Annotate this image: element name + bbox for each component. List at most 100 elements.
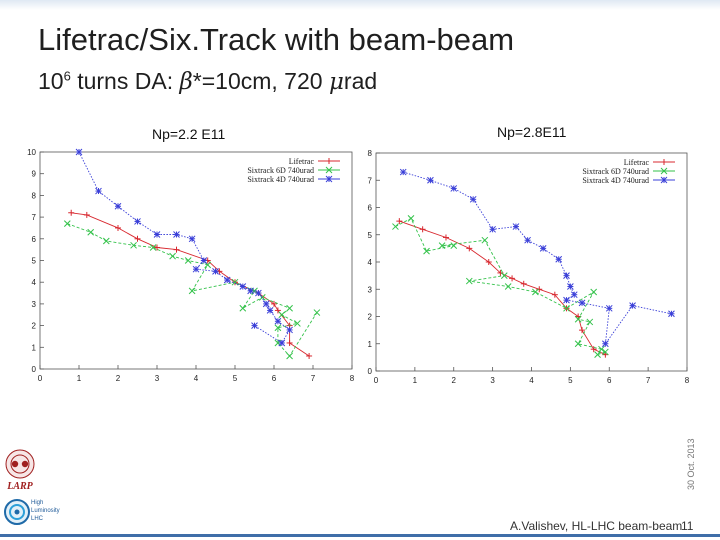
- left-series-point-sixtrack-4d-740urad-12: [247, 287, 254, 295]
- left-y-tick-label-9: 9: [32, 170, 37, 179]
- right-legend-marker-lifetrac: [661, 159, 667, 165]
- right-x-tick-label-0: 0: [374, 376, 379, 383]
- right-series-point-sixtrack-6d-740urad-10: [563, 304, 570, 312]
- left-y-tick-label-1: 1: [32, 343, 37, 352]
- right-y-tick-label-1: 1: [368, 340, 373, 349]
- left-x-tick-label-1: 1: [77, 374, 82, 383]
- right-series-point-lifetrac-3: [466, 245, 473, 252]
- right-series-point-lifetrac-9: [551, 291, 558, 298]
- beta-symbol: β: [179, 69, 193, 95]
- mu-symbol: μ: [328, 69, 344, 95]
- left-series-point-lifetrac-14: [306, 352, 313, 359]
- page-number: 11: [681, 519, 694, 533]
- left-series-point-sixtrack-6d-740urad-13: [286, 304, 293, 312]
- right-legend-marker-sixtrack-4d-740urad: [660, 176, 668, 184]
- left-series-point-sixtrack-4d-740urad-11: [239, 283, 247, 290]
- right-y-tick-label-7: 7: [368, 176, 373, 185]
- right-series-point-lifetrac-1: [419, 226, 426, 233]
- right-series-line-sixtrack-6d-740urad: [395, 217, 606, 356]
- left-series-point-sixtrack-6d-740urad-8: [188, 287, 196, 295]
- right-x-tick-label-7: 7: [646, 376, 651, 383]
- right-series-point-sixtrack-4d-740urad-10: [567, 283, 574, 290]
- right-series-point-sixtrack-6d-740urad-14: [574, 340, 582, 348]
- right-series-point-lifetrac-14: [602, 351, 609, 358]
- hl-logo-line3: LHC: [31, 516, 44, 522]
- right-y-tick-label-8: 8: [368, 149, 373, 158]
- left-legend-label-sixtrack-6d-740urad: Sixtrack 6D 740urad: [247, 166, 314, 175]
- right-series-point-sixtrack-4d-740urad-5: [512, 223, 520, 230]
- left-series-point-sixtrack-6d-740urad-9: [231, 278, 239, 286]
- left-plot-title: Np=2.2 E11: [152, 126, 226, 142]
- right-series-point-lifetrac-6: [509, 275, 516, 282]
- left-series-point-sixtrack-6d-740urad-5: [169, 252, 176, 260]
- right-legend-marker-sixtrack-6d-740urad: [660, 167, 668, 175]
- subtitle-exponent: 6: [63, 68, 71, 84]
- right-y-tick-label-3: 3: [368, 285, 373, 294]
- left-series-point-lifetrac-3: [134, 235, 141, 242]
- left-x-tick-label-2: 2: [116, 374, 121, 383]
- left-series-point-sixtrack-4d-740urad-16: [274, 317, 282, 325]
- right-y-tick-label-0: 0: [368, 367, 373, 376]
- right-series-point-sixtrack-4d-740urad-12: [563, 296, 570, 304]
- right-x-tick-label-4: 4: [529, 376, 534, 383]
- left-x-tick-label-4: 4: [194, 374, 199, 383]
- right-legend-label-sixtrack-4d-740urad: Sixtrack 4D 740urad: [582, 176, 649, 185]
- left-series-point-sixtrack-6d-740urad-14: [278, 311, 286, 319]
- right-series-point-sixtrack-6d-740urad-11: [590, 288, 598, 296]
- left-series-point-sixtrack-6d-740urad-1: [87, 228, 95, 236]
- right-series-point-sixtrack-6d-740urad-6: [500, 272, 508, 279]
- left-x-tick-label-3: 3: [155, 374, 160, 383]
- right-series-point-sixtrack-4d-740urad-2: [450, 185, 458, 192]
- left-series-point-sixtrack-6d-740urad-15: [294, 320, 301, 327]
- right-series-point-sixtrack-4d-740urad-4: [489, 225, 496, 233]
- left-legend-label-lifetrac: Lifetrac: [289, 157, 315, 166]
- left-series-point-sixtrack-4d-740urad-1: [95, 187, 102, 195]
- right-series-point-sixtrack-4d-740urad-1: [427, 176, 434, 184]
- left-series-point-sixtrack-4d-740urad-7: [200, 257, 208, 264]
- right-plot-frame: [375, 152, 688, 372]
- right-x-tick-label-3: 3: [490, 376, 495, 383]
- left-plot-frame: [39, 151, 353, 370]
- hl-lhc-logo: High Luminosity LHC: [4, 499, 60, 525]
- right-series-point-sixtrack-6d-740urad-12: [574, 315, 582, 323]
- subtitle-unit: rad: [343, 68, 378, 94]
- right-series-point-sixtrack-6d-740urad-8: [504, 283, 512, 290]
- side-date-text: 30 Oct. 2013: [686, 438, 696, 490]
- right-series-point-sixtrack-6d-740urad-9: [532, 288, 539, 296]
- right-series-point-lifetrac-8: [536, 286, 543, 293]
- left-y-tick-label-0: 0: [32, 365, 37, 374]
- right-x-tick-label-2: 2: [452, 376, 457, 383]
- right-series-point-sixtrack-4d-740urad-0: [399, 168, 407, 176]
- right-y-tick-label-4: 4: [368, 258, 373, 267]
- right-series-point-sixtrack-6d-740urad-16: [594, 351, 601, 359]
- right-series-point-sixtrack-4d-740urad-14: [605, 304, 613, 312]
- left-legend-marker-sixtrack-6d-740urad: [325, 166, 333, 174]
- right-series-point-lifetrac-5: [497, 269, 504, 276]
- right-series-point-sixtrack-4d-740urad-16: [629, 302, 636, 309]
- left-series-point-lifetrac-1: [83, 211, 90, 218]
- right-series-point-sixtrack-4d-740urad-3: [469, 195, 477, 203]
- left-y-tick-label-6: 6: [32, 235, 37, 244]
- left-series-point-sixtrack-6d-740urad-18: [286, 352, 293, 360]
- right-series-point-lifetrac-13: [590, 346, 597, 353]
- left-y-tick-label-7: 7: [32, 213, 37, 222]
- footer-author: A.Valishev, HL-LHC beam-beam: [510, 519, 683, 533]
- left-x-tick-label-8: 8: [350, 374, 355, 383]
- left-y-tick-label-5: 5: [32, 257, 37, 266]
- right-x-tick-label-6: 6: [607, 376, 612, 383]
- slide-subtitle: 106 turns DA: β*=10cm, 720 μrad: [38, 68, 377, 95]
- left-series-point-sixtrack-6d-740urad-0: [63, 220, 71, 227]
- left-y-tick-label-3: 3: [32, 300, 37, 309]
- right-series-point-lifetrac-7: [520, 280, 527, 287]
- footer-divider: [0, 534, 720, 537]
- right-series-point-lifetrac-2: [442, 234, 449, 241]
- left-series-point-sixtrack-6d-740urad-2: [102, 237, 110, 245]
- left-series-point-sixtrack-6d-740urad-19: [313, 309, 321, 316]
- right-legend-label-lifetrac: Lifetrac: [624, 158, 650, 167]
- left-series-point-sixtrack-4d-740urad-2: [114, 202, 122, 210]
- left-x-tick-label-6: 6: [272, 374, 277, 383]
- right-series-point-sixtrack-4d-740urad-13: [578, 299, 586, 307]
- left-x-tick-label-0: 0: [38, 374, 43, 383]
